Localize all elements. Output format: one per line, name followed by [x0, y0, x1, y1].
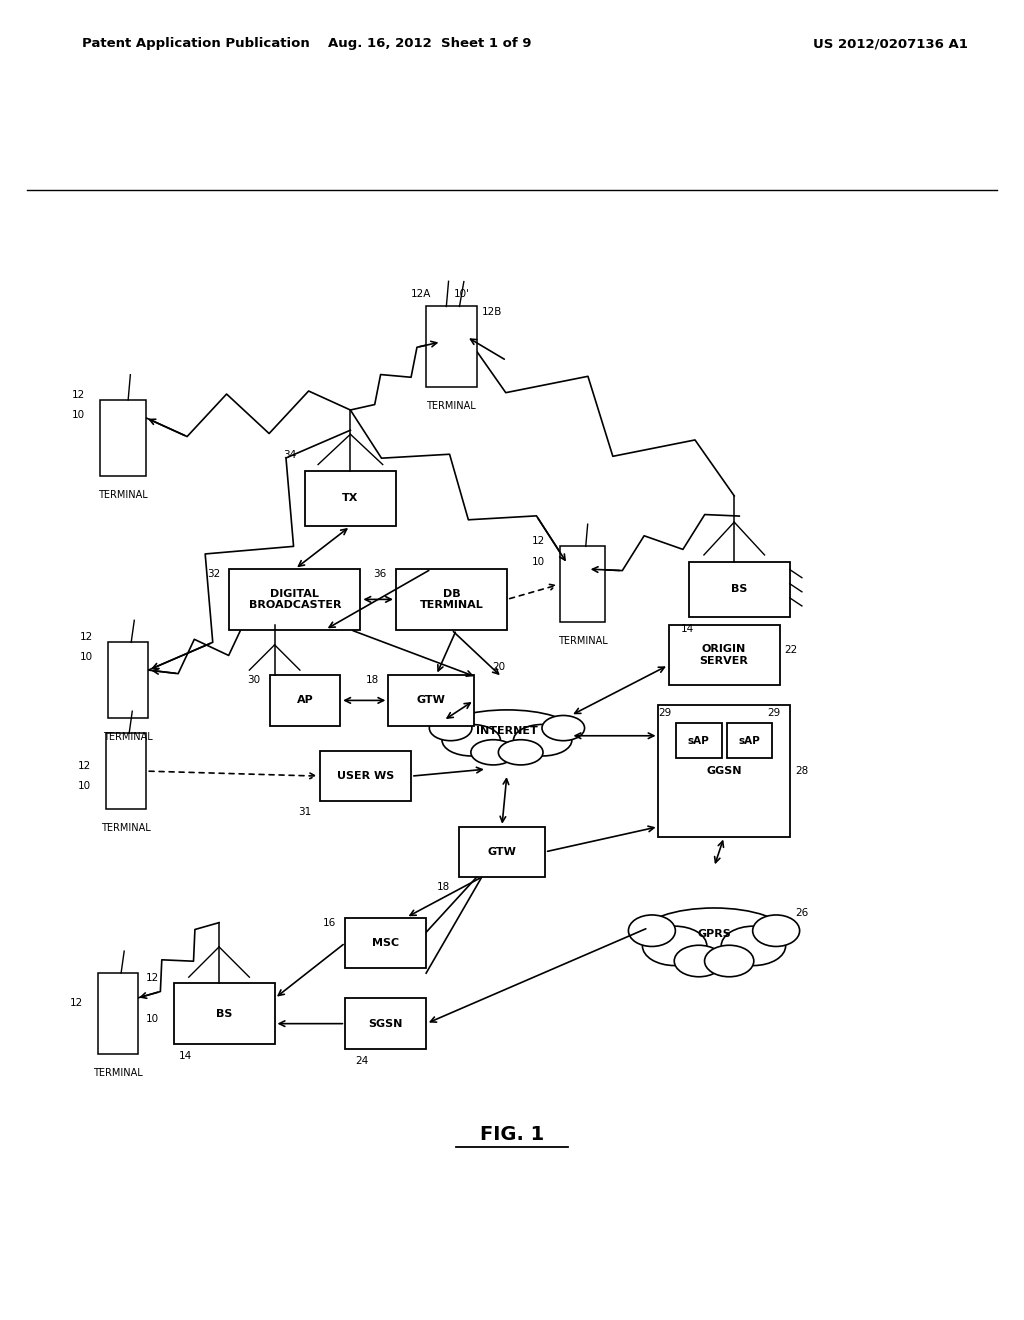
Text: 24: 24	[355, 1056, 369, 1067]
Text: MSC: MSC	[372, 937, 399, 948]
Text: TERMINAL: TERMINAL	[103, 733, 153, 742]
Text: TERMINAL: TERMINAL	[93, 1068, 143, 1078]
Text: TERMINAL: TERMINAL	[101, 824, 151, 833]
Bar	[689, 561, 790, 616]
Text: Aug. 16, 2012  Sheet 1 of 9: Aug. 16, 2012 Sheet 1 of 9	[329, 37, 531, 50]
Ellipse shape	[629, 915, 676, 946]
Text: BS: BS	[731, 585, 748, 594]
Ellipse shape	[642, 908, 786, 960]
Bar	[676, 723, 722, 759]
Text: 26: 26	[795, 908, 808, 917]
Bar	[108, 643, 148, 718]
Ellipse shape	[513, 725, 571, 756]
Bar	[229, 569, 360, 630]
Text: TERMINAL: TERMINAL	[98, 490, 148, 500]
Text: 12B: 12B	[481, 306, 502, 317]
Ellipse shape	[442, 725, 501, 756]
Bar	[100, 400, 145, 475]
Text: BS: BS	[216, 1008, 232, 1019]
Text: USER WS: USER WS	[337, 771, 394, 781]
Text: 29: 29	[658, 708, 671, 718]
Ellipse shape	[542, 715, 585, 741]
Ellipse shape	[705, 945, 754, 977]
Text: GTW: GTW	[417, 696, 445, 705]
Ellipse shape	[753, 915, 800, 946]
Text: 10: 10	[78, 781, 91, 791]
Text: US 2012/0207136 A1: US 2012/0207136 A1	[813, 37, 969, 50]
Text: 18: 18	[437, 882, 450, 892]
Text: DB
TERMINAL: DB TERMINAL	[420, 589, 483, 610]
Bar	[459, 826, 545, 878]
Bar	[174, 983, 274, 1044]
Bar	[345, 917, 426, 968]
Bar	[658, 705, 790, 837]
Text: GPRS: GPRS	[697, 929, 731, 939]
Text: 29: 29	[767, 708, 780, 718]
Bar	[388, 675, 474, 726]
Text: INTERNET: INTERNET	[476, 726, 538, 735]
Text: 12: 12	[80, 632, 93, 643]
Bar	[426, 306, 476, 387]
Text: 20: 20	[492, 663, 505, 672]
Ellipse shape	[441, 710, 572, 751]
Text: 16: 16	[324, 917, 336, 928]
Ellipse shape	[674, 945, 724, 977]
Bar	[321, 751, 411, 801]
Text: TERMINAL: TERMINAL	[427, 401, 476, 412]
Text: 10: 10	[531, 557, 545, 566]
Text: 31: 31	[298, 807, 311, 817]
Bar	[269, 675, 340, 726]
Bar	[105, 733, 146, 809]
Ellipse shape	[721, 927, 785, 965]
Text: 28: 28	[795, 766, 808, 776]
Text: 10: 10	[72, 411, 85, 420]
Bar	[98, 973, 138, 1053]
Text: 12: 12	[78, 762, 91, 771]
Text: 34: 34	[283, 450, 296, 461]
Text: 32: 32	[207, 569, 220, 579]
Bar	[669, 624, 779, 685]
Text: 36: 36	[374, 569, 387, 579]
Bar	[305, 471, 396, 527]
Text: 22: 22	[784, 645, 798, 655]
Ellipse shape	[429, 715, 472, 741]
Ellipse shape	[642, 927, 707, 965]
Bar	[345, 998, 426, 1049]
Text: AP: AP	[297, 696, 313, 705]
Bar	[396, 569, 507, 630]
Text: 14: 14	[178, 1051, 191, 1061]
Text: SGSN: SGSN	[369, 1019, 402, 1028]
Ellipse shape	[471, 739, 515, 764]
Text: DIGITAL
BROADCASTER: DIGITAL BROADCASTER	[249, 589, 341, 610]
Ellipse shape	[499, 739, 543, 764]
Text: TERMINAL: TERMINAL	[558, 636, 607, 647]
Text: 10': 10'	[454, 289, 469, 300]
Text: ORIGIN
SERVER: ORIGIN SERVER	[699, 644, 749, 665]
Text: GTW: GTW	[487, 847, 516, 857]
Text: 12A: 12A	[411, 289, 431, 300]
Text: GGSN: GGSN	[707, 766, 741, 776]
Text: TX: TX	[342, 494, 358, 503]
Text: 30: 30	[248, 676, 260, 685]
Text: 10: 10	[145, 1014, 159, 1023]
Text: 12: 12	[531, 536, 545, 546]
Bar	[727, 723, 772, 759]
Text: 14: 14	[681, 624, 694, 634]
Text: FIG. 1: FIG. 1	[480, 1125, 544, 1144]
Text: 12: 12	[145, 973, 159, 983]
Text: sAP: sAP	[738, 735, 760, 746]
Text: 12: 12	[70, 998, 83, 1008]
Text: 10: 10	[80, 652, 93, 663]
Text: 12: 12	[72, 389, 85, 400]
Text: sAP: sAP	[688, 735, 710, 746]
Bar	[560, 546, 605, 622]
Text: Patent Application Publication: Patent Application Publication	[82, 37, 309, 50]
Text: 18: 18	[366, 676, 379, 685]
